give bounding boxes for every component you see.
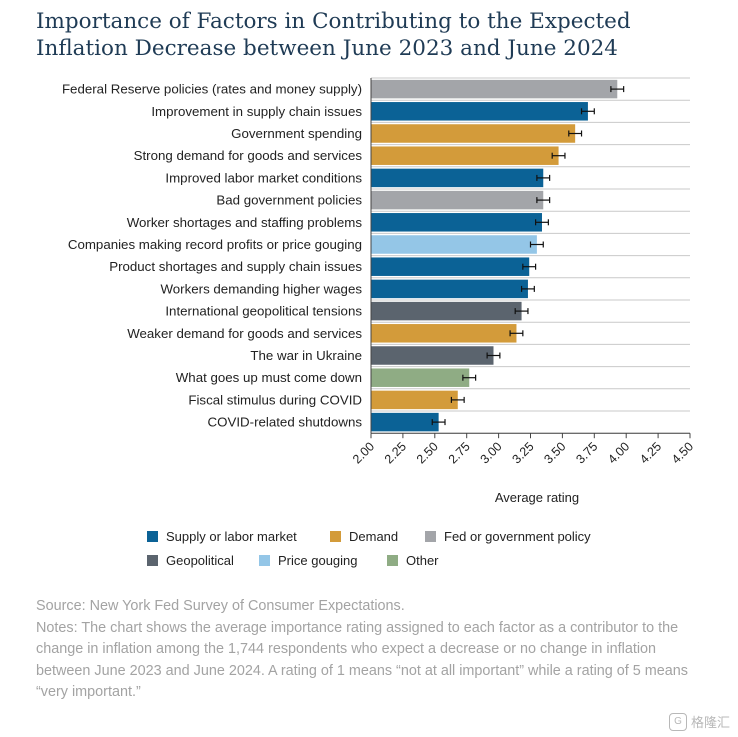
legend-swatch xyxy=(425,531,436,542)
x-tick-label: 2.75 xyxy=(446,439,473,466)
category-label: Strong demand for goods and services xyxy=(134,148,363,163)
bar xyxy=(371,190,544,210)
legend-swatch xyxy=(147,531,158,542)
legend-swatch xyxy=(259,555,270,566)
legend-item: Other xyxy=(387,553,439,568)
notes-text: Notes: The chart shows the average impor… xyxy=(36,619,688,701)
legend-label: Demand xyxy=(349,529,399,544)
legend-label: Geopolitical xyxy=(166,553,234,568)
x-tick-label: 4.00 xyxy=(605,439,632,466)
x-tick-label: 3.00 xyxy=(478,439,505,466)
category-label: COVID-related shutdowns xyxy=(208,415,363,430)
x-tick-label: 3.25 xyxy=(510,439,537,466)
chart-title: Importance of Factors in Contributing to… xyxy=(36,8,726,62)
category-label: Federal Reserve policies (rates and mone… xyxy=(62,82,362,97)
watermark-text: 格隆汇 xyxy=(690,715,730,730)
source-notes: Source: New York Fed Survey of Consumer … xyxy=(36,596,708,704)
x-tick-label: 4.25 xyxy=(637,439,664,466)
bar xyxy=(371,235,537,254)
legend-label: Supply or labor market xyxy=(166,529,297,544)
category-label: Improved labor market conditions xyxy=(165,170,362,185)
bar xyxy=(371,301,522,321)
bar xyxy=(371,368,470,387)
bar xyxy=(371,102,588,121)
chart-title-line-2: Inflation Decrease between June 2023 and… xyxy=(36,36,618,61)
category-label: The war in Ukraine xyxy=(250,348,362,363)
x-tick-label: 2.25 xyxy=(382,439,409,466)
bar-chart: Federal Reserve policies (rates and mone… xyxy=(62,77,696,505)
bar xyxy=(371,412,439,432)
category-label: Government spending xyxy=(231,126,362,141)
watermark-logo-icon: G xyxy=(668,712,687,731)
bar xyxy=(371,213,542,232)
category-label: Improvement in supply chain issues xyxy=(151,104,362,119)
bar xyxy=(371,390,458,410)
legend-label: Price gouging xyxy=(278,553,358,568)
chart-title-line-1: Importance of Factors in Contributing to… xyxy=(36,9,631,34)
category-label: Weaker demand for goods and services xyxy=(127,326,362,341)
legend-item: Demand xyxy=(330,529,398,544)
category-label: International geopolitical tensions xyxy=(165,304,362,319)
legend-swatch xyxy=(387,555,398,566)
legend-item: Price gouging xyxy=(259,553,358,568)
source-line: Source: New York Fed Survey of Consumer … xyxy=(36,598,405,614)
category-label: What goes up must come down xyxy=(176,370,362,385)
bar xyxy=(371,124,576,143)
bar xyxy=(371,79,618,99)
category-label: Worker shortages and staffing problems xyxy=(127,215,363,230)
legend-label: Other xyxy=(406,553,439,568)
legend-swatch xyxy=(147,555,158,566)
bar xyxy=(371,346,494,365)
category-label: Fiscal stimulus during COVID xyxy=(188,392,362,407)
x-axis-title: Average rating xyxy=(495,490,579,505)
category-label: Companies making record profits or price… xyxy=(68,237,362,252)
bar xyxy=(371,324,517,343)
legend-item: Geopolitical xyxy=(147,553,234,568)
x-tick-label: 2.50 xyxy=(414,439,441,466)
bar xyxy=(371,279,528,299)
bar xyxy=(371,146,559,165)
legend-item: Supply or labor market xyxy=(147,529,297,544)
x-tick-label: 3.50 xyxy=(541,439,568,466)
bar xyxy=(371,168,544,188)
x-tick-label: 2.00 xyxy=(350,439,377,466)
x-tick-label: 4.50 xyxy=(669,439,696,466)
legend-label: Fed or government policy xyxy=(444,529,591,544)
watermark: G 格隆汇 xyxy=(668,712,730,731)
category-label: Bad government policies xyxy=(216,193,362,208)
category-label: Product shortages and supply chain issue… xyxy=(109,259,362,274)
legend-item: Fed or government policy xyxy=(425,529,591,544)
legend-swatch xyxy=(330,531,341,542)
category-label: Workers demanding higher wages xyxy=(160,281,362,296)
bar xyxy=(371,257,530,276)
x-tick-label: 3.75 xyxy=(573,439,600,466)
